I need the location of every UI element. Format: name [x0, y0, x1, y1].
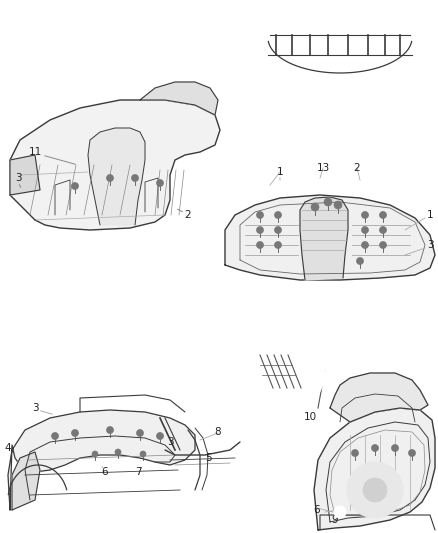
Circle shape: [156, 180, 163, 187]
Circle shape: [115, 449, 121, 455]
Circle shape: [275, 212, 282, 219]
Circle shape: [137, 430, 144, 437]
Circle shape: [140, 451, 146, 457]
Circle shape: [392, 445, 399, 451]
Circle shape: [363, 478, 387, 502]
Circle shape: [106, 426, 113, 433]
Text: 9: 9: [332, 515, 338, 525]
Circle shape: [361, 241, 368, 248]
Text: 11: 11: [28, 147, 42, 157]
Circle shape: [275, 241, 282, 248]
Circle shape: [334, 506, 346, 518]
Circle shape: [379, 227, 386, 233]
Circle shape: [71, 430, 78, 437]
Circle shape: [257, 212, 264, 219]
Circle shape: [257, 241, 264, 248]
Text: 3: 3: [15, 173, 21, 183]
Circle shape: [235, 325, 325, 415]
Circle shape: [409, 449, 416, 456]
Circle shape: [361, 212, 368, 219]
Text: 6: 6: [102, 467, 108, 477]
Text: 13: 13: [316, 163, 330, 173]
Circle shape: [371, 445, 378, 451]
Polygon shape: [10, 100, 220, 230]
Circle shape: [361, 227, 368, 233]
Polygon shape: [330, 373, 428, 422]
Text: 7: 7: [135, 467, 141, 477]
Circle shape: [131, 174, 138, 182]
Circle shape: [347, 462, 403, 518]
Text: 2: 2: [185, 210, 191, 220]
Text: 10: 10: [304, 412, 317, 422]
Polygon shape: [8, 410, 195, 510]
Text: 6: 6: [314, 505, 320, 515]
Circle shape: [352, 449, 358, 456]
Circle shape: [275, 227, 282, 233]
Circle shape: [92, 451, 98, 457]
Circle shape: [156, 432, 163, 440]
Circle shape: [379, 241, 386, 248]
Text: 3: 3: [32, 403, 38, 413]
Polygon shape: [88, 128, 145, 225]
Circle shape: [379, 212, 386, 219]
Text: 8: 8: [215, 427, 221, 437]
Circle shape: [311, 203, 319, 211]
Circle shape: [106, 174, 113, 182]
Text: 5: 5: [205, 453, 211, 463]
Text: 3: 3: [427, 240, 433, 250]
Circle shape: [357, 257, 364, 264]
Polygon shape: [225, 195, 435, 280]
Circle shape: [257, 227, 264, 233]
Text: 2: 2: [354, 163, 360, 173]
Text: 1: 1: [427, 210, 433, 220]
Text: 1: 1: [277, 167, 283, 177]
Text: 4: 4: [5, 443, 11, 453]
Polygon shape: [12, 452, 40, 510]
Circle shape: [71, 182, 78, 190]
Text: 3: 3: [167, 437, 173, 447]
Polygon shape: [140, 82, 218, 115]
Circle shape: [334, 201, 342, 209]
Polygon shape: [314, 408, 435, 530]
Polygon shape: [10, 155, 40, 195]
Polygon shape: [300, 197, 348, 280]
Circle shape: [324, 198, 332, 206]
Circle shape: [52, 432, 59, 440]
